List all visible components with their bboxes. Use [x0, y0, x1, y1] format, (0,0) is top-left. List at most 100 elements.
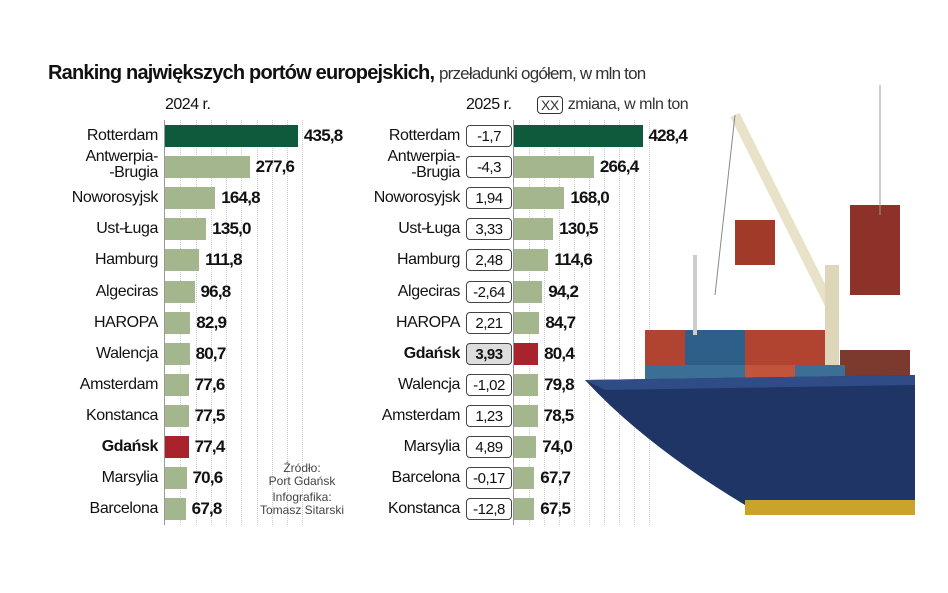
value-label: 79,8	[543, 374, 575, 394]
gridline	[302, 120, 304, 525]
source-value: Port Gdańsk	[268, 474, 336, 488]
bar	[514, 156, 594, 179]
category-label: Walencja	[397, 375, 460, 393]
value-label: 67,5	[540, 499, 571, 519]
subtitle: przeładunki ogółem, w mln ton	[438, 64, 646, 83]
source-note: Źródło: Port Gdańsk Infografika: Tomasz …	[252, 462, 352, 517]
legend: XX zmiana, w mln ton	[537, 96, 689, 114]
bar	[165, 125, 298, 147]
gridline	[649, 120, 650, 525]
bar	[165, 404, 189, 427]
change-box: 4,89	[466, 436, 512, 458]
bar	[514, 498, 535, 521]
category-label: Rotterdam	[86, 127, 159, 144]
value-label: 96,8	[200, 281, 232, 301]
value-label: 77,5	[194, 405, 226, 425]
category-label: Noworosyjsk	[71, 189, 159, 207]
category-label: Algeciras	[95, 282, 159, 300]
bar	[165, 342, 190, 365]
value-label: 67,7	[540, 468, 571, 488]
bar	[165, 467, 187, 490]
value-label: 428,4	[648, 126, 688, 145]
category-label: Amsterdam	[381, 406, 461, 424]
credit-label: Infografika:	[272, 490, 332, 504]
bar	[165, 156, 250, 179]
value-label: 94,2	[548, 281, 579, 301]
bar	[165, 280, 195, 303]
category-label: Algeciras	[397, 282, 461, 300]
bar	[514, 218, 554, 241]
bar	[514, 311, 540, 334]
value-label: 77,6	[194, 374, 226, 394]
bar	[514, 467, 535, 490]
category-label: Antwerpia- -Brugia	[387, 148, 461, 182]
category-label: Hamburg	[396, 251, 460, 269]
bar	[165, 218, 207, 241]
gridline	[287, 120, 288, 525]
gridline	[634, 120, 635, 525]
change-box: 3,93	[466, 342, 512, 365]
ship-hull	[585, 375, 915, 505]
credit-value: Tomasz Sitarski	[259, 503, 345, 517]
bar	[514, 125, 643, 147]
bar	[165, 436, 189, 458]
category-label: Konstanca	[387, 500, 460, 518]
axis-line	[513, 120, 514, 525]
gridline	[589, 120, 590, 525]
bar	[514, 280, 543, 303]
change-box: 2,48	[466, 249, 512, 272]
source-label: Źródło:	[283, 461, 321, 475]
title-main: Ranking największych portów europejskich…	[48, 62, 435, 84]
bar	[165, 498, 186, 521]
change-box: 1,23	[466, 404, 512, 427]
category-label: Marsylia	[403, 438, 461, 455]
gridline	[241, 120, 243, 525]
gridline	[574, 120, 575, 525]
change-box: -0,17	[466, 467, 512, 490]
gridline	[544, 120, 545, 525]
category-label: HAROPA	[396, 313, 460, 331]
bar	[165, 311, 191, 334]
category-label: Gdańsk	[101, 438, 159, 455]
category-label: Antwerpia- -Brugia	[85, 148, 159, 182]
bar	[165, 187, 216, 210]
category-label: Barcelona	[391, 469, 461, 487]
category-label: HAROPA	[94, 313, 158, 331]
change-box: 2,21	[466, 311, 512, 334]
category-label: Ust-Ługa	[398, 220, 460, 238]
change-box: -1,02	[466, 373, 512, 396]
change-box: -4,3	[466, 156, 512, 179]
change-box: -1,7	[466, 125, 512, 147]
gridline	[604, 120, 605, 525]
category-label: Konstanca	[85, 406, 158, 424]
value-label: 111,8	[205, 250, 242, 270]
value-label: 80,4	[544, 343, 575, 363]
change-box: -2,64	[466, 280, 512, 303]
category-label: Barcelona	[89, 500, 159, 518]
category-label: Walencja	[95, 344, 158, 362]
value-label: 435,8	[303, 126, 343, 145]
year-2024-label: 2024 r.	[165, 96, 211, 113]
value-label: 74,0	[542, 437, 573, 456]
year-2025-label: 2025 r.	[466, 96, 512, 113]
bar	[514, 436, 537, 458]
bar	[514, 342, 539, 365]
category-label: Noworosyjsk	[373, 189, 461, 207]
change-box: -12,8	[466, 498, 512, 521]
category-label: Rotterdam	[388, 127, 461, 144]
value-label: 168,0	[570, 188, 609, 208]
container-ship-photo	[585, 85, 915, 515]
value-label: 67,8	[191, 499, 223, 519]
value-label: 114,6	[554, 250, 592, 270]
value-label: 70,6	[192, 468, 224, 488]
value-label: 80,7	[195, 343, 227, 363]
gridline	[210, 120, 212, 525]
gridline	[226, 120, 227, 525]
category-label: Amsterdam	[79, 375, 159, 393]
gridline	[256, 120, 258, 525]
category-label: Gdańsk	[403, 344, 461, 362]
value-label: 164,8	[221, 188, 260, 208]
crane	[714, 85, 900, 405]
bar	[165, 249, 200, 272]
